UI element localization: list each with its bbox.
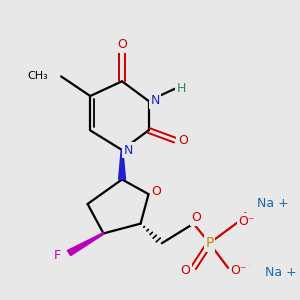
Polygon shape	[68, 233, 104, 256]
Text: O: O	[181, 264, 190, 277]
Text: O: O	[178, 134, 188, 147]
Text: N: N	[124, 143, 133, 157]
Polygon shape	[118, 150, 125, 179]
Text: O: O	[191, 211, 201, 224]
Text: Na +: Na +	[257, 197, 289, 211]
Text: H: H	[177, 82, 186, 95]
Text: O: O	[152, 185, 161, 198]
Text: O: O	[117, 38, 127, 51]
Text: P: P	[205, 236, 214, 250]
Text: CH₃: CH₃	[27, 71, 48, 81]
Text: N: N	[151, 94, 160, 107]
Text: Na +: Na +	[265, 266, 297, 279]
Text: O⁻: O⁻	[238, 215, 255, 228]
Text: F: F	[54, 249, 61, 262]
Text: O⁻: O⁻	[231, 264, 247, 277]
